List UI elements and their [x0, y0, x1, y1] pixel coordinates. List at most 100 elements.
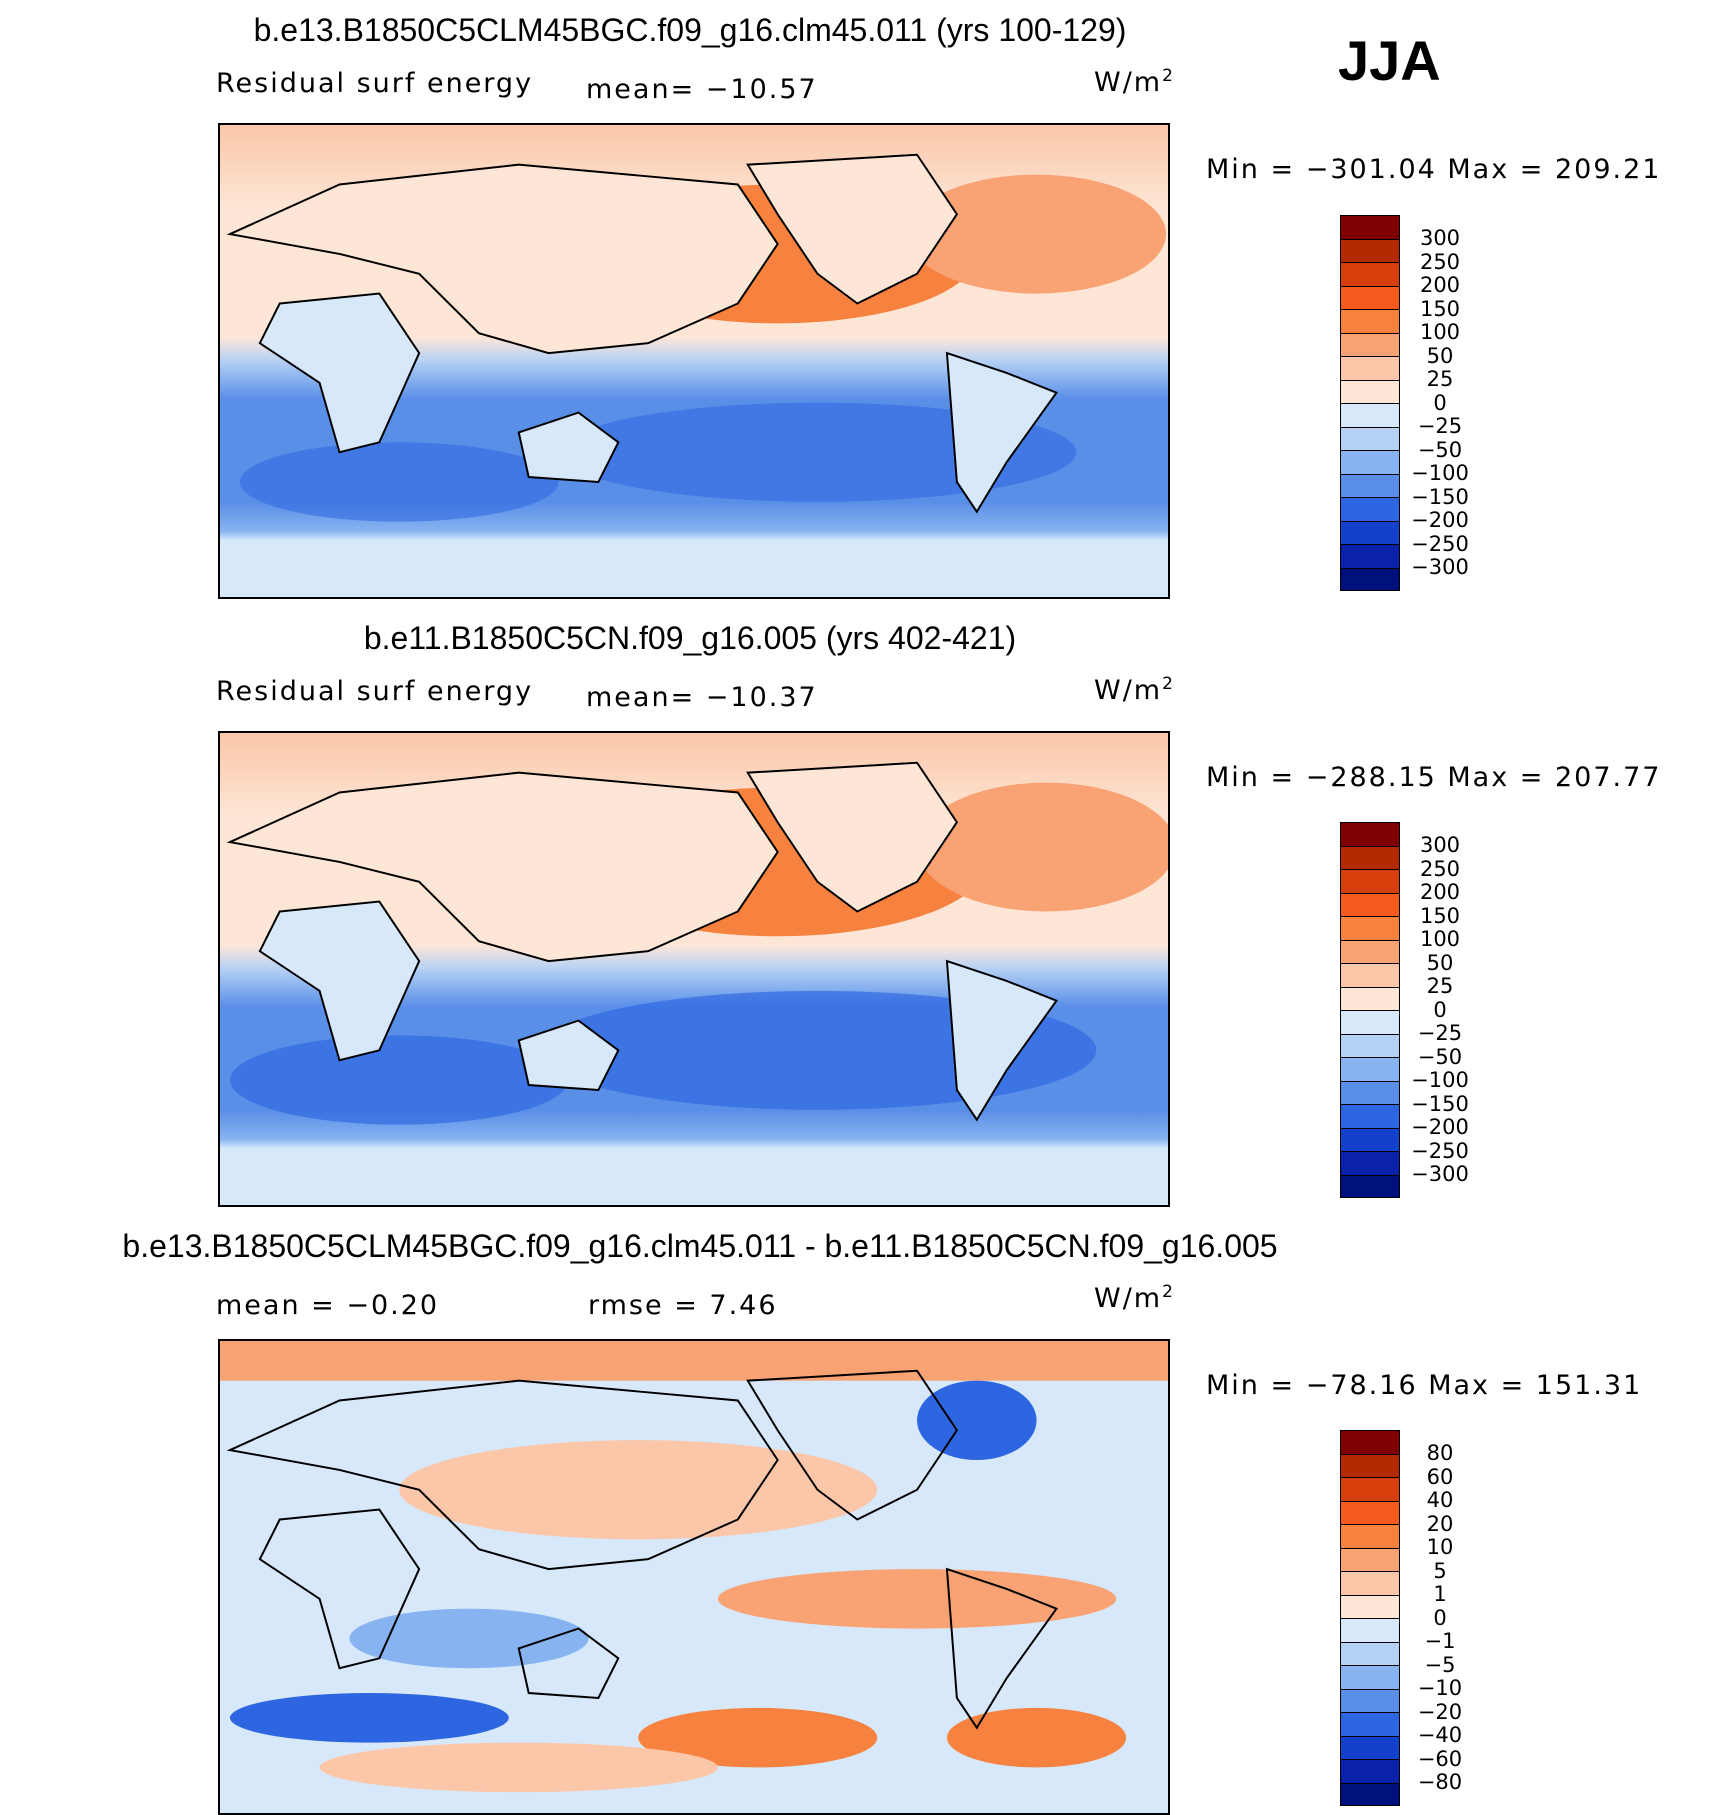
colorbar-tick-label: 250 — [1419, 249, 1461, 274]
colorbar-tick-label: −200 — [1411, 1115, 1469, 1139]
colorbar-swatch — [1340, 1453, 1400, 1477]
colorbar-swatch — [1340, 356, 1400, 380]
colorbar-tick-label: −1 — [1424, 1629, 1456, 1653]
colorbar-tick-label: 0 — [1433, 1605, 1447, 1630]
colorbar-tick-label: 60 — [1426, 1464, 1454, 1489]
panel3-units: W/m2 — [1094, 1282, 1175, 1314]
panel1-units: W/m2 — [1094, 66, 1175, 98]
colorbar-tick-label: 100 — [1419, 927, 1461, 951]
colorbar-tick-label: −20 — [1417, 1699, 1463, 1724]
colorbar-swatch — [1340, 1127, 1400, 1151]
colorbar-swatch — [1340, 1712, 1400, 1736]
colorbar-swatch — [1340, 1571, 1400, 1595]
panel3-map — [218, 1339, 1170, 1815]
colorbar-swatch — [1340, 1782, 1400, 1806]
colorbar-tick-label: −60 — [1417, 1746, 1463, 1771]
panel3-minmax: Min = −78.16 Max = 151.31 — [1206, 1370, 1643, 1401]
panel1-minmax: Min = −301.04 Max = 209.21 — [1206, 154, 1662, 185]
colorbar-tick-label: −50 — [1417, 1044, 1463, 1069]
colorbar-tick-label: 1 — [1433, 1582, 1447, 1606]
colorbar-tick-label: 0 — [1433, 390, 1447, 415]
colorbar-swatch — [1340, 1057, 1400, 1081]
colorbar-tick-label: −80 — [1417, 1770, 1463, 1794]
colorbar-tick-label: 200 — [1419, 880, 1461, 904]
colorbar-tick-label: 25 — [1426, 367, 1454, 391]
colorbar-panel2 — [1340, 822, 1400, 1198]
colorbar-tick-label: 0 — [1433, 997, 1447, 1022]
colorbar-tick-label: 40 — [1426, 1488, 1454, 1512]
colorbar-panel1-labels: 300 250 200 150 100 50 25 0 −25 −50 −100 −150 −200 −2… — [1405, 226, 1475, 580]
colorbar-swatch — [1340, 939, 1400, 963]
colorbar-panel3 — [1340, 1430, 1400, 1806]
colorbar-swatch — [1340, 403, 1400, 427]
colorbar-swatch — [1340, 520, 1400, 544]
colorbar-swatch — [1340, 238, 1400, 262]
colorbar-swatch — [1340, 986, 1400, 1010]
colorbar-swatch — [1340, 1080, 1400, 1104]
colorbar-tick-label: 250 — [1419, 856, 1461, 881]
colorbar-tick-label: −50 — [1417, 437, 1463, 462]
colorbar-swatch — [1340, 215, 1400, 239]
colorbar-tick-label: 10 — [1426, 1535, 1454, 1559]
colorbar-tick-label: −40 — [1417, 1723, 1463, 1747]
colorbar-tick-label: −300 — [1411, 1162, 1469, 1186]
colorbar-tick-label: 200 — [1419, 273, 1461, 297]
colorbar-swatch — [1340, 1641, 1400, 1665]
colorbar-swatch — [1340, 1430, 1400, 1454]
season-label: JJA — [1338, 29, 1441, 92]
colorbar-tick-label: −100 — [1411, 461, 1469, 485]
panel3-mean: mean = −0.20 — [216, 1290, 440, 1321]
colorbar-tick-label: 100 — [1419, 320, 1461, 344]
colorbar-tick-label: 80 — [1426, 1441, 1454, 1465]
colorbar-swatch — [1340, 379, 1400, 403]
colorbar-tick-label: 50 — [1426, 343, 1454, 368]
colorbar-swatch — [1340, 497, 1400, 521]
panel1-variable: Residual surf energy — [216, 68, 534, 99]
colorbar-tick-label: −200 — [1411, 508, 1469, 532]
colorbar-swatch — [1340, 262, 1400, 286]
panel1-title: b.e13.B1850C5CLM45BGC.f09_g16.clm45.011 … — [253, 12, 1127, 48]
colorbar-tick-label: −100 — [1411, 1068, 1469, 1092]
colorbar-tick-label: 5 — [1433, 1558, 1447, 1583]
colorbar-tick-label: −300 — [1411, 555, 1469, 579]
panel2-title: b.e11.B1850C5CN.f09_g16.005 (yrs 402-421… — [363, 620, 1017, 656]
colorbar-swatch — [1340, 1688, 1400, 1712]
colorbar-swatch — [1340, 1033, 1400, 1057]
colorbar-swatch — [1340, 1477, 1400, 1501]
colorbar-tick-label: −5 — [1424, 1652, 1456, 1677]
colorbar-swatch — [1340, 963, 1400, 987]
colorbar-swatch — [1340, 332, 1400, 356]
colorbar-swatch — [1340, 845, 1400, 869]
colorbar-swatch — [1340, 1104, 1400, 1128]
colorbar-tick-label: −10 — [1417, 1676, 1463, 1700]
continents — [226, 153, 1059, 514]
colorbar-swatch — [1340, 1151, 1400, 1175]
panel2-minmax: Min = −288.15 Max = 207.77 — [1206, 762, 1662, 793]
colorbar-swatch — [1340, 916, 1400, 940]
colorbar-tick-label: 300 — [1419, 833, 1461, 857]
colorbar-tick-label: 150 — [1419, 296, 1461, 321]
colorbar-panel3-labels: 80 60 40 20 10 5 1 0 −1 −5 −10 −20 −40 −60 −80 — [1405, 1441, 1475, 1795]
colorbar-swatch — [1340, 544, 1400, 568]
colorbar-swatch — [1340, 309, 1400, 333]
colorbar-swatch — [1340, 1618, 1400, 1642]
colorbar-swatch — [1340, 1500, 1400, 1524]
colorbar-tick-label: 25 — [1426, 974, 1454, 998]
panel3-rmse: rmse = 7.46 — [588, 1290, 778, 1321]
colorbar-swatch — [1340, 1174, 1400, 1198]
north-atlantic-warm — [907, 174, 1167, 294]
colorbar-swatch — [1340, 285, 1400, 309]
colorbar-tick-label: −25 — [1417, 414, 1463, 438]
colorbar-panel1 — [1340, 215, 1400, 591]
panel2-units: W/m2 — [1094, 674, 1175, 706]
colorbar-swatch — [1340, 1524, 1400, 1548]
colorbar-swatch — [1340, 473, 1400, 497]
panel3-title: b.e13.B1850C5CLM45BGC.f09_g16.clm45.011 … — [122, 1228, 1278, 1264]
colorbar-tick-label: 20 — [1426, 1511, 1454, 1536]
colorbar-tick-label: 50 — [1426, 950, 1454, 975]
colorbar-swatch — [1340, 1735, 1400, 1759]
colorbar-swatch — [1340, 426, 1400, 450]
colorbar-swatch — [1340, 869, 1400, 893]
colorbar-tick-label: −250 — [1411, 1138, 1469, 1163]
colorbar-tick-label: 150 — [1419, 903, 1461, 928]
